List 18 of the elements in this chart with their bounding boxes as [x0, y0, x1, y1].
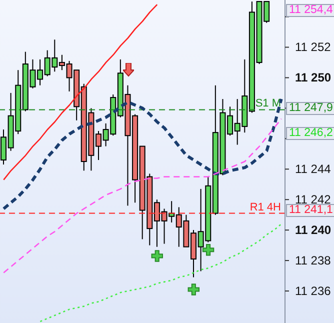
text: 11 254,4	[286, 4, 334, 17]
y-tick-label: 11 250	[295, 70, 332, 85]
line-series	[3, 4, 158, 180]
point	[188, 284, 200, 296]
point	[202, 244, 214, 256]
line-series	[2, 98, 283, 210]
line-series	[40, 223, 282, 322]
y-tick-label: 11 244	[295, 162, 332, 176]
ref-line-label: R1 4H	[250, 201, 282, 214]
y-tick-label: 11 252	[295, 40, 332, 54]
point	[151, 250, 163, 262]
line-series	[3, 118, 282, 274]
text: 11 246,2	[286, 127, 334, 140]
text: 11 247,9	[286, 102, 334, 114]
text: 11 241,1	[286, 204, 334, 216]
y-tick-label: 11 240	[295, 223, 332, 238]
y-tick-label: 11 236	[295, 284, 332, 298]
y-tick-label: 11 238	[295, 254, 332, 268]
